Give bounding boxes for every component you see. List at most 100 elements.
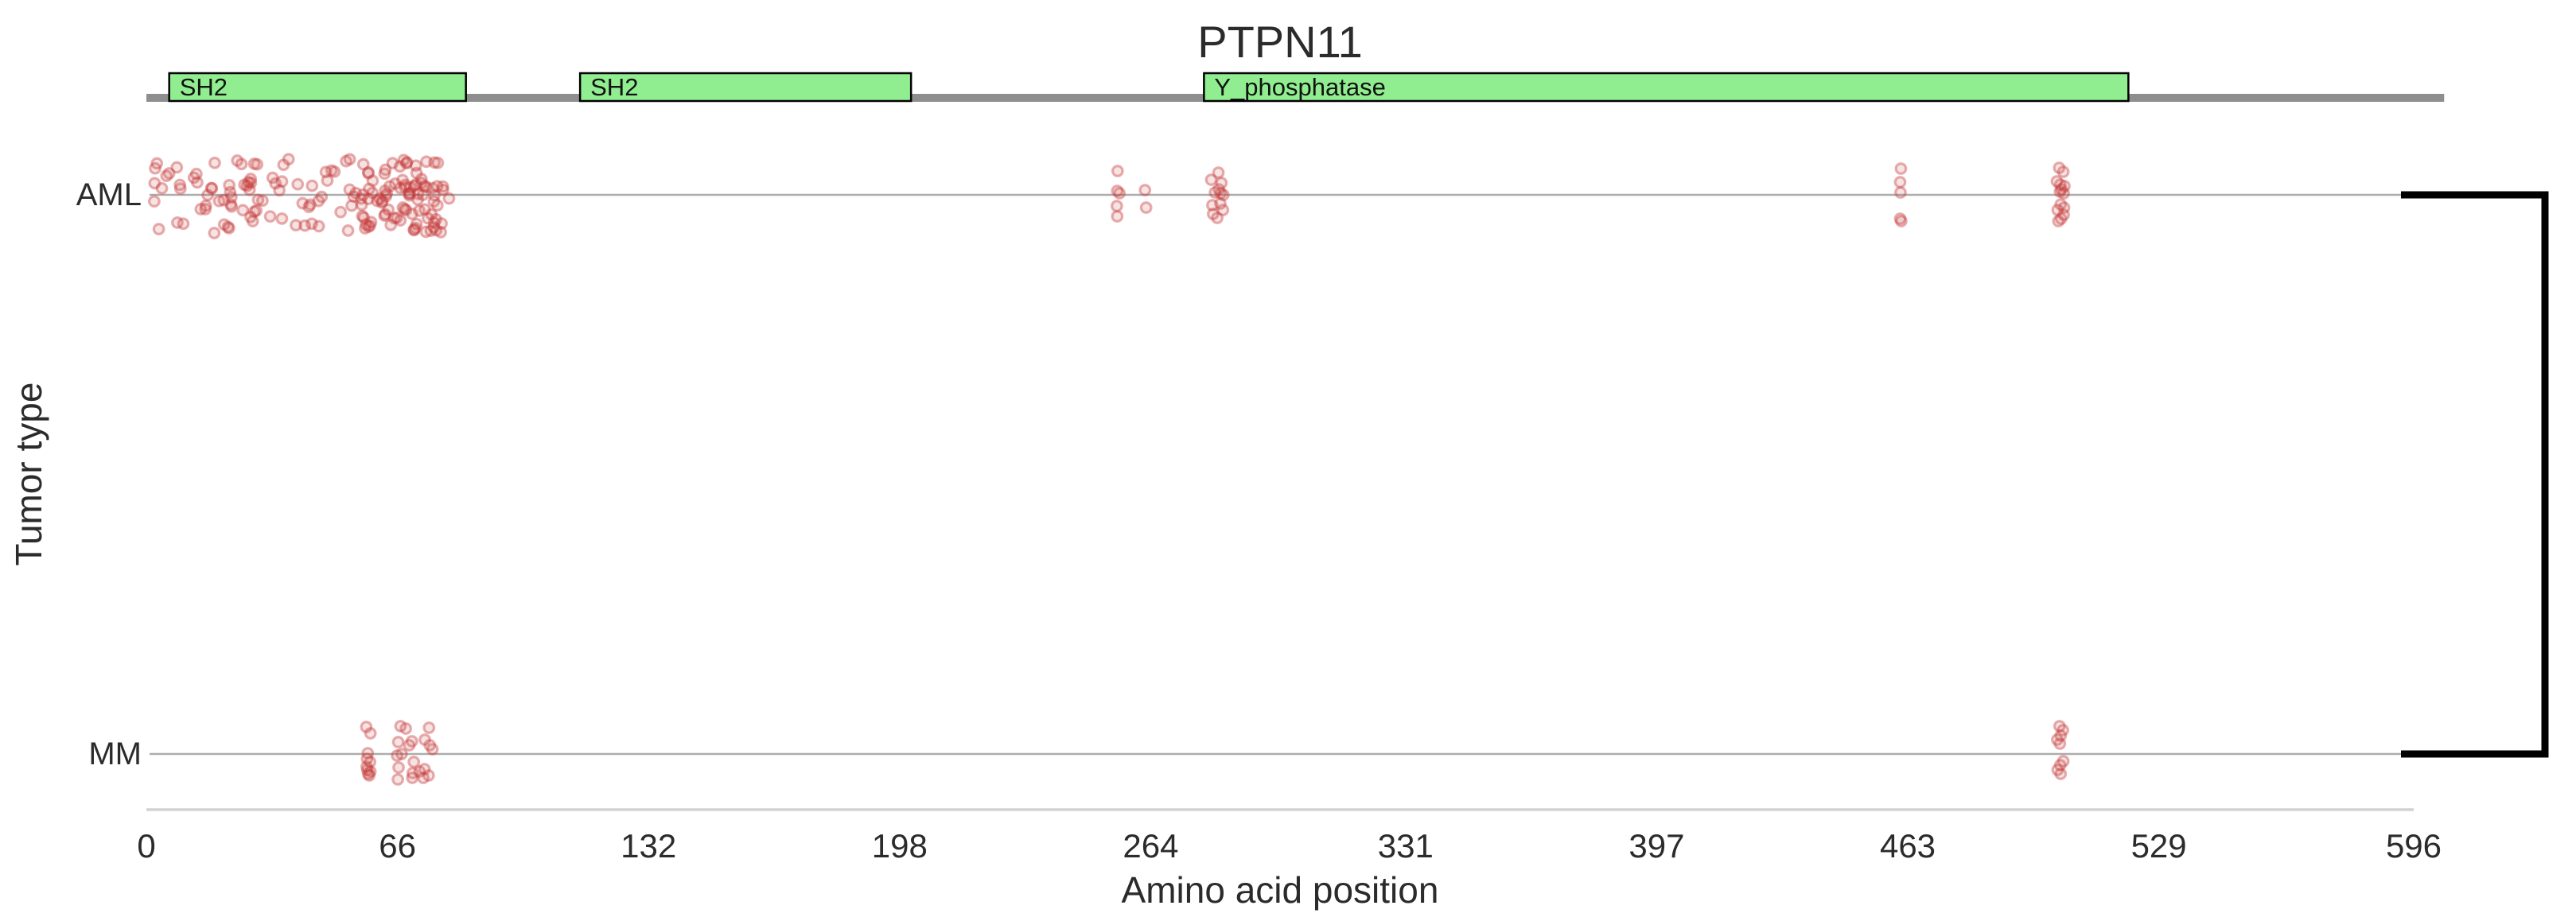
mutation-point [1110, 200, 1123, 212]
domain-box [1203, 72, 2130, 103]
mutation-point [1214, 197, 1227, 210]
x-tick-label: 463 [1880, 827, 1936, 865]
mutation-point [399, 157, 413, 170]
mutation-point [275, 212, 289, 225]
mutation-point [360, 764, 374, 776]
mutation-point [171, 216, 184, 229]
mutation-point [378, 167, 391, 181]
mutation-point [379, 189, 393, 203]
mutation-point [256, 194, 269, 208]
mutation-point [430, 212, 442, 226]
mutation-point [347, 190, 360, 204]
mutation-point [360, 218, 373, 231]
mutation-point [1206, 208, 1220, 220]
x-tick-label: 397 [1628, 827, 1684, 865]
mutation-point [403, 739, 416, 752]
mutation-point [2057, 755, 2070, 768]
mutation-point [1214, 187, 1228, 200]
mutation-point [362, 192, 375, 206]
mutation-point [360, 760, 373, 773]
mutation-point [390, 211, 403, 224]
mutation-point [2057, 187, 2070, 200]
mutation-point [364, 219, 376, 232]
mutation-point [2051, 204, 2064, 216]
mutation-point [217, 193, 231, 207]
mutation-point [305, 217, 318, 231]
mutation-point [404, 181, 417, 194]
mutation-point [398, 203, 411, 216]
mutation-point [403, 187, 416, 200]
mutation-point [1893, 176, 1907, 188]
mutation-point [409, 159, 422, 173]
mutation-point [204, 181, 218, 195]
mutation-point [162, 167, 176, 180]
mutation-point [189, 167, 203, 181]
mutation-point [409, 221, 422, 235]
mutation-point [400, 156, 414, 169]
mutation-point [410, 217, 423, 231]
mutation-point [422, 721, 436, 734]
mutation-point [170, 161, 184, 174]
mutation-point [394, 720, 407, 733]
mutation-point [378, 209, 391, 222]
mutation-point [391, 749, 404, 762]
mutation-point [1211, 212, 1224, 224]
mutation-point [246, 215, 259, 227]
mutation-point [251, 193, 265, 207]
mutation-point [360, 752, 374, 765]
mutation-point [152, 223, 165, 235]
mutation-point [1204, 173, 1218, 186]
mutation-point [244, 210, 257, 223]
mutation-point [250, 204, 263, 217]
mutation-point [410, 166, 423, 180]
mutation-point [150, 157, 164, 170]
mutation-point [428, 188, 441, 202]
mutation-point [321, 174, 334, 187]
mutation-point [379, 163, 392, 177]
mutation-point [396, 173, 409, 187]
mutation-point [430, 199, 444, 212]
mutation-point [305, 179, 319, 192]
mutation-point [224, 198, 238, 211]
mutation-point [392, 761, 405, 774]
mutation-point [244, 176, 258, 189]
mutation-point [373, 192, 387, 205]
mutation-point [2051, 764, 2064, 776]
mutation-point [212, 194, 226, 208]
mutation-point [1208, 186, 1222, 199]
x-tick-label: 596 [2386, 827, 2442, 865]
mutation-point [376, 194, 389, 208]
mutation-point [277, 158, 290, 172]
mutation-point [2054, 212, 2068, 225]
mutation-point [362, 166, 375, 180]
domain-label: Y_phosphatase [1214, 73, 1385, 101]
mutation-point [1111, 165, 1124, 177]
mutation-point [328, 165, 341, 178]
mutation-point [419, 181, 433, 194]
mutation-point [435, 217, 448, 230]
chart-title: PTPN11 [1197, 17, 1362, 67]
mutation-points-mm [360, 720, 2070, 786]
mutation-point [396, 201, 410, 214]
mutation-point [388, 177, 402, 190]
mutation-point [1111, 210, 1124, 223]
mutation-point [397, 154, 411, 167]
mutation-point [411, 187, 425, 200]
mutation-point [357, 211, 371, 224]
mutation-point [391, 773, 404, 786]
mutation-point [304, 198, 317, 212]
mutation-point [2051, 733, 2064, 746]
tumor-row-lines [150, 193, 2401, 756]
protein-domain-track: SH2 SH2 Y_phosphatase [146, 72, 2445, 103]
mutation-point [2054, 198, 2068, 211]
mutation-point [363, 182, 376, 196]
mutation-point [379, 184, 391, 197]
mutation-point [266, 171, 279, 185]
mutation-point [325, 164, 338, 177]
mutation-point [416, 188, 430, 201]
mutation-point [413, 204, 426, 217]
mutation-point [1894, 186, 1907, 199]
mutation-point [1212, 183, 1225, 196]
mutation-point [418, 733, 431, 746]
